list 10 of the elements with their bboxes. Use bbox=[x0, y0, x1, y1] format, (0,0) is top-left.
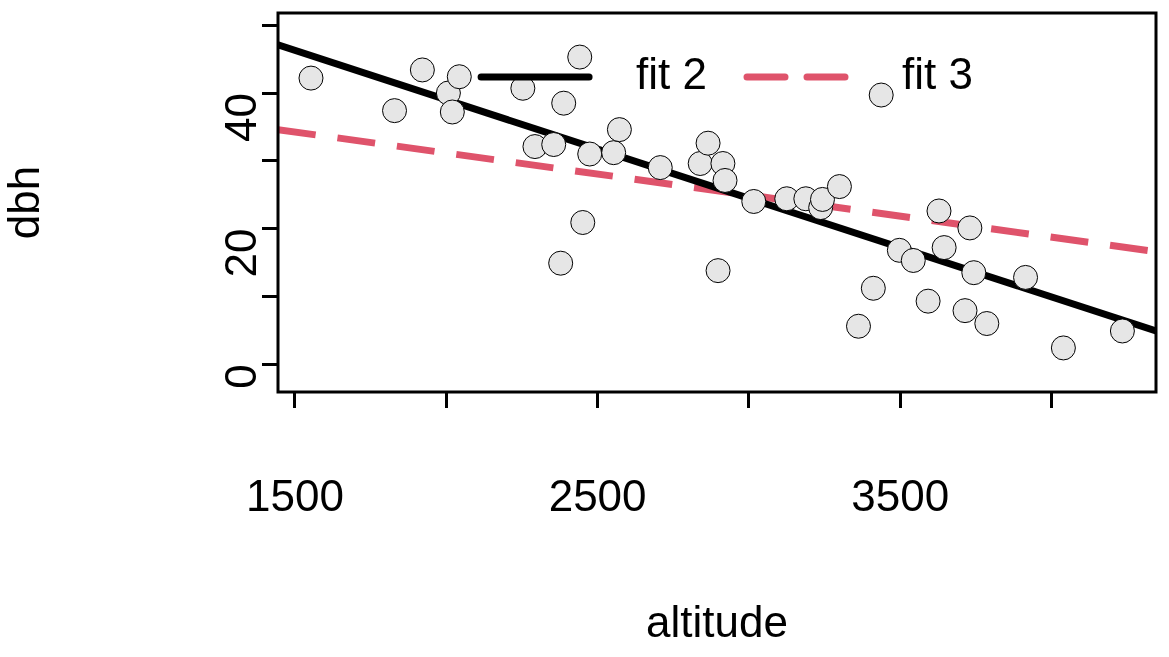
x-tick-label: 3500 bbox=[851, 470, 950, 520]
legend-label: fit 3 bbox=[902, 49, 973, 99]
y-tick-label: 40 bbox=[216, 93, 266, 142]
x-tick-label: 2500 bbox=[548, 470, 647, 520]
y-tick-label: 0 bbox=[216, 364, 266, 389]
y-axis-title: dbh bbox=[0, 165, 48, 240]
legend-label: fit 2 bbox=[636, 49, 707, 99]
x-axis-title: altitude bbox=[646, 596, 788, 646]
x-tick-label: 1500 bbox=[246, 470, 344, 520]
y-tick-label: 20 bbox=[216, 228, 266, 278]
